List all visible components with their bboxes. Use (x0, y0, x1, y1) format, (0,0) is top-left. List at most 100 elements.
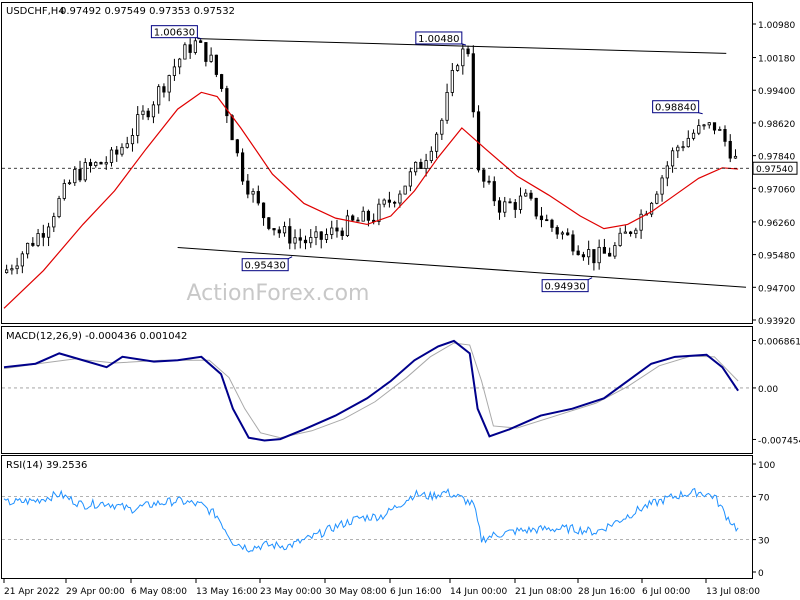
candle-body (188, 44, 192, 53)
time-tick-label: 21 Jun 08:00 (515, 587, 572, 597)
candle-body (324, 234, 329, 240)
candle-body (125, 143, 129, 148)
candle-body (461, 48, 465, 67)
candle-body (581, 254, 586, 258)
time-tick-label: 6 May 08:00 (131, 587, 187, 597)
candle-body (214, 54, 218, 75)
candle-body (728, 140, 732, 159)
macd-tick-label: -0.007454 (758, 436, 800, 446)
time-tick-label: 13 Jul 08:00 (706, 587, 760, 597)
candle-body (587, 249, 591, 258)
candle-body (733, 155, 738, 159)
candle-body (298, 237, 302, 241)
ma-line (3, 91, 739, 309)
price-tick-label: 1.00980 (758, 21, 795, 31)
candle-body (487, 180, 491, 183)
candle-body (440, 119, 444, 135)
candle-body (220, 74, 224, 89)
candle-body (434, 133, 439, 152)
candle-body (398, 193, 402, 204)
time-tick-label: 28 Jun 16:00 (578, 587, 635, 597)
candle-body (424, 160, 428, 169)
candle-body (718, 129, 722, 131)
candle-body (67, 182, 72, 185)
price-annotations: 1.00630 1.00480 0.95430 0.94930 0.98840 (150, 25, 703, 293)
candle-body (225, 88, 229, 117)
candle-body (608, 252, 612, 257)
macd-tick-label: 0.00 (758, 385, 778, 395)
candle-body (602, 246, 606, 254)
candle-body (419, 161, 423, 169)
price-label-text: 0.98840 (655, 103, 696, 114)
rsi-tick-label: 0 (758, 569, 764, 579)
candle-body (618, 232, 622, 246)
candle-body (356, 219, 360, 222)
price-tick-label: 0.97840 (758, 153, 795, 163)
candle-body (377, 203, 381, 222)
candle-body (450, 70, 454, 93)
candle-body (146, 110, 150, 118)
candle-body (199, 40, 203, 43)
rsi-panel: 100 70 30 0 (2, 461, 775, 579)
candle-body (230, 115, 234, 141)
candle-body (655, 193, 659, 204)
time-tick-label: 14 Jun 00:00 (450, 587, 507, 597)
candle-body (261, 202, 266, 219)
price-tick-label: 1.00180 (758, 55, 795, 65)
candle-body (366, 210, 371, 221)
time-tick-label: 6 Jun 16:00 (390, 587, 442, 597)
time-tick-label: 21 Apr 2022 (4, 587, 60, 597)
rsi-tick-label: 30 (758, 537, 770, 547)
candle-body (256, 191, 260, 204)
candle-body (545, 219, 549, 222)
candle-body (62, 183, 66, 199)
macd-title: MACD(12,26,9) -0.000436 0.001042 (6, 331, 187, 342)
time-tick-label: 6 Jul 00:00 (642, 587, 691, 597)
candle-body (597, 246, 601, 264)
price-label-leader (287, 256, 293, 260)
candle-body (88, 162, 93, 166)
symbol-title: USDCHF,H4 (6, 6, 65, 17)
candle-body (115, 149, 119, 155)
candle-body (476, 111, 481, 171)
candle-body (492, 181, 496, 202)
ohlc-header: 0.97492 0.97549 0.97353 0.97532 (60, 6, 235, 17)
price-tick-label: 0.94700 (758, 284, 795, 294)
current-price: 0.97540 (2, 161, 798, 175)
candle-body (351, 215, 355, 221)
candle-body (46, 226, 51, 238)
candle-body (340, 230, 344, 237)
candle-body (613, 245, 617, 257)
candle-body (403, 185, 407, 195)
price-label-text: 0.94930 (544, 282, 585, 293)
price-label-text: 0.95430 (244, 261, 285, 272)
candle-body (94, 162, 98, 166)
candle-body (518, 195, 523, 210)
candle-body (455, 65, 460, 71)
price-tick-label: 0.97060 (758, 185, 795, 195)
price-label-leader (461, 43, 466, 46)
candle-body (623, 231, 627, 234)
candle-body (429, 150, 433, 161)
candle-body (120, 146, 124, 155)
candle-body (702, 124, 706, 127)
candle-body (503, 201, 507, 213)
rsi-tick-label: 100 (758, 461, 775, 471)
candle-body (251, 191, 255, 195)
candle-body (482, 169, 486, 182)
time-tick-label: 13 May 16:00 (196, 587, 258, 597)
candle-body (723, 129, 727, 142)
time-tick-label: 23 May 00:00 (260, 587, 322, 597)
price-tick-label: 0.96260 (758, 219, 795, 229)
candle-body (649, 202, 654, 215)
candle-body (566, 232, 570, 236)
candle-body (282, 226, 287, 234)
candle-body (345, 215, 350, 237)
candle-body (178, 58, 182, 68)
time-axis: 21 Apr 2022 29 Apr 00:00 6 May 08:00 13 May… (3, 579, 760, 597)
rsi-tick-label: 70 (758, 493, 770, 503)
price-label-box (652, 100, 700, 114)
candle-body (303, 239, 308, 244)
